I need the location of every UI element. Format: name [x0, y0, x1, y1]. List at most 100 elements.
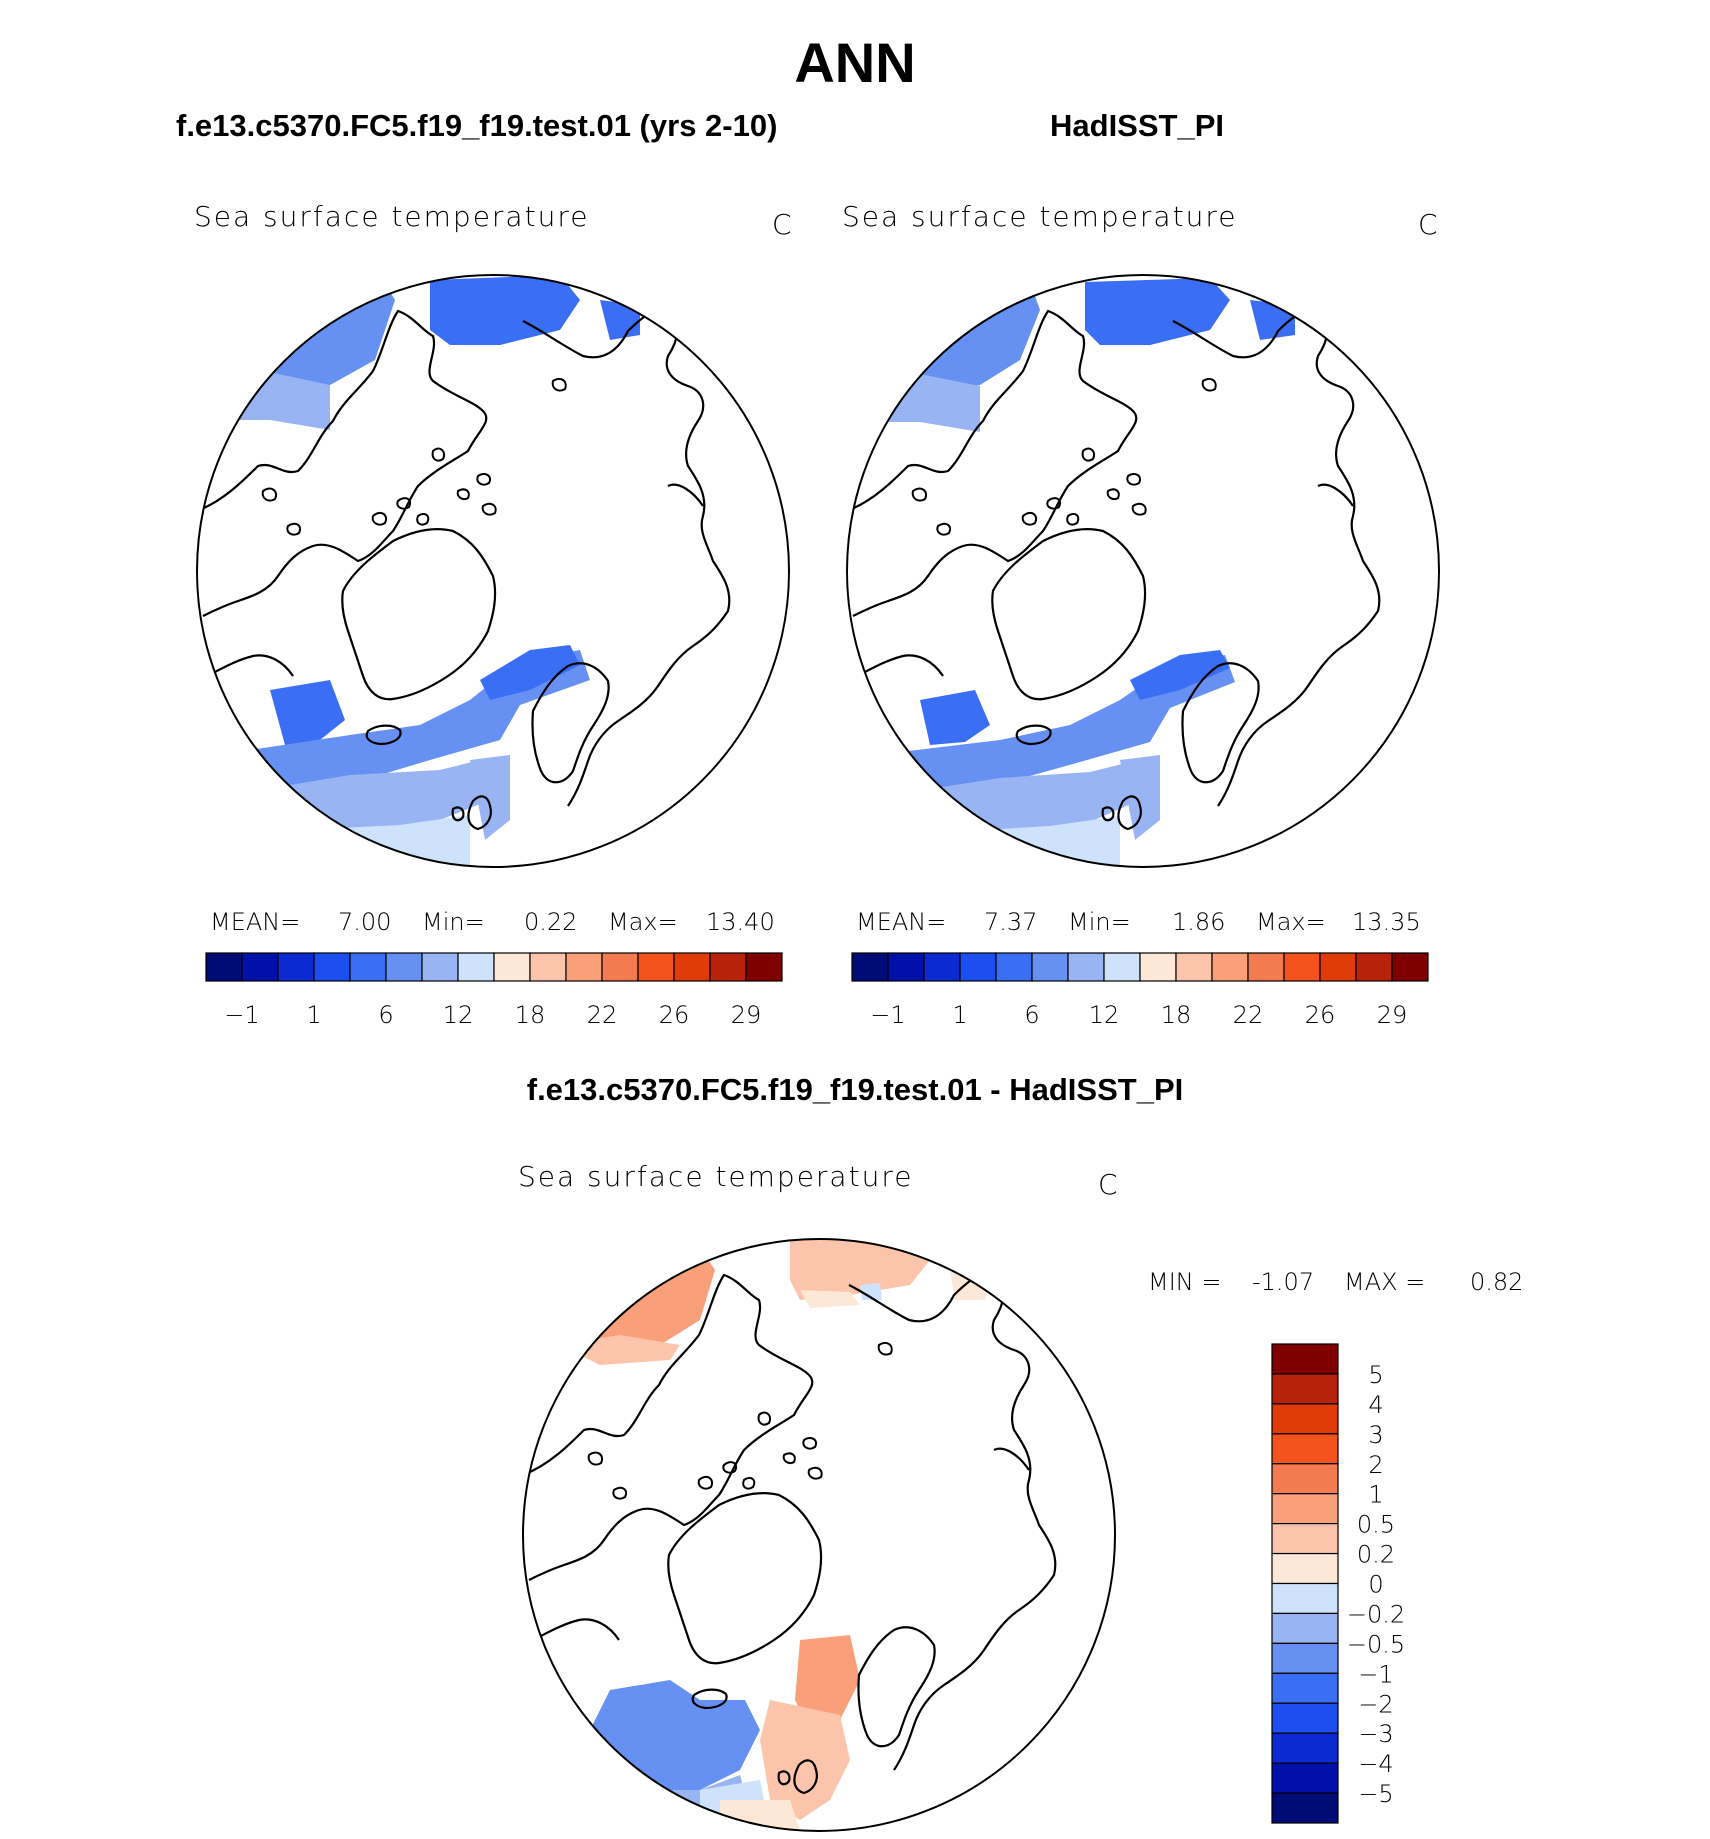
- panel2-mean-value: 7.37: [984, 908, 1038, 936]
- figure-title: ANN: [794, 31, 916, 94]
- difference-colorbar-swatch: [1271, 1373, 1339, 1405]
- difference-colorbar-tick-label: −3: [1358, 1720, 1393, 1748]
- difference-colorbar-swatch: [1271, 1582, 1339, 1615]
- panel2-unit-label: C: [1418, 208, 1438, 241]
- panel1-colorbar-swatch: [637, 952, 675, 982]
- difference-colorbar-swatch: [1271, 1523, 1339, 1555]
- panel1-colorbar-swatch: [349, 952, 387, 982]
- panel1-colorbar-swatch: [277, 952, 315, 982]
- panel2-colorbar-swatch: [851, 952, 889, 982]
- difference-colorbar-swatch: [1271, 1702, 1339, 1734]
- panel2-colorbar-tick-label: −1: [870, 1001, 905, 1029]
- panel1-case-title: f.e13.c5370.FC5.f19_f19.test.01 (yrs 2-1…: [176, 108, 778, 143]
- panel1-unit-label: C: [772, 208, 792, 241]
- difference-colorbar-swatch: [1271, 1762, 1339, 1794]
- panel2-colorbar-swatch: [1031, 952, 1069, 982]
- difference-colorbar-swatch: [1271, 1642, 1339, 1674]
- panel1-colorbar-tick-label: 18: [515, 1001, 546, 1029]
- difference-colorbar-tick-label: −0.5: [1347, 1630, 1405, 1658]
- panel2-colorbar-swatch: [1247, 952, 1285, 982]
- panel1-colorbar-tick-label: −1: [224, 1001, 259, 1029]
- panel1-colorbar-swatch: [565, 952, 603, 982]
- panel1-colorbar-swatch: [493, 952, 531, 982]
- difference-colorbar-swatch: [1271, 1433, 1339, 1465]
- panel2-colorbar-tick-label: 18: [1161, 1001, 1192, 1029]
- panel1-colorbar-swatch: [205, 952, 243, 982]
- difference-colorbar-tick-label: 0.5: [1357, 1511, 1395, 1539]
- panel1-colorbar-swatch: [421, 952, 459, 982]
- panel2-colorbar-tick-label: 29: [1377, 1001, 1408, 1029]
- difference-max-label: MAX =: [1344, 1268, 1426, 1296]
- panel2-colorbar-swatch: [1391, 952, 1429, 982]
- panel1-min-value: 0.22: [524, 908, 578, 936]
- panel1-min-label: Min=: [422, 908, 485, 936]
- difference-colorbar-tick-label: 2: [1368, 1451, 1383, 1479]
- panel2-case-title: HadISST_PI: [1050, 108, 1224, 143]
- panel1-colorbar-swatch: [601, 952, 639, 982]
- difference-min-value: -1.07: [1252, 1268, 1315, 1296]
- difference-colorbar-tick-label: −1: [1358, 1660, 1393, 1688]
- panel2-colorbar-swatch: [923, 952, 961, 982]
- panel2-max-value: 13.35: [1352, 908, 1421, 936]
- difference-colorbar-tick-label: 3: [1368, 1421, 1383, 1449]
- difference-colorbar-swatch: [1271, 1343, 1339, 1375]
- panel1-mean-value: 7.00: [338, 908, 392, 936]
- panel1-colorbar: −1 1 6 12 18 22 26 29: [205, 952, 783, 1029]
- panel2-map: [846, 274, 1440, 868]
- panel1-colorbar-swatch: [709, 952, 747, 982]
- panel2-colorbar-swatch: [1103, 952, 1141, 982]
- difference-colorbar-tick-label: −4: [1358, 1750, 1393, 1778]
- difference-colorbar-tick-label: −2: [1358, 1690, 1393, 1718]
- panel1-mean-label: MEAN=: [210, 908, 301, 936]
- difference-colorbar-tick-label: 5: [1368, 1361, 1383, 1389]
- difference-colorbar-swatch: [1271, 1792, 1339, 1824]
- difference-colorbar-swatch: [1271, 1552, 1339, 1585]
- panel2-colorbar-tick-label: 26: [1305, 1001, 1336, 1029]
- difference-colorbar-tick-label: 1: [1368, 1481, 1383, 1509]
- panel2-mean-label: MEAN=: [856, 908, 947, 936]
- panel2-colorbar: −1 1 6 12 18 22 26 29: [851, 952, 1429, 1029]
- panel2-max-label: Max=: [1256, 908, 1326, 936]
- panel1-colorbar-tick-label: 22: [587, 1001, 618, 1029]
- panel1-colorbar-swatch: [241, 952, 279, 982]
- panel1-colorbar-swatch: [673, 952, 711, 982]
- panel2-colorbar-tick-label: 12: [1089, 1001, 1120, 1029]
- difference-colorbar-swatch: [1271, 1403, 1339, 1435]
- difference-colorbar-swatch: [1271, 1672, 1339, 1704]
- panel2-colorbar-swatch: [1139, 952, 1177, 982]
- panel1-colorbar-tick-label: 29: [731, 1001, 762, 1029]
- panel2-colorbar-swatch: [887, 952, 925, 982]
- difference-colorbar-tick-label: −5: [1358, 1780, 1393, 1808]
- panel2-colorbar-swatch: [1355, 952, 1393, 982]
- difference-variable-label: Sea surface temperature: [518, 1160, 914, 1193]
- panel2-colorbar-swatch: [959, 952, 997, 982]
- panel2-colorbar-swatch: [1319, 952, 1357, 982]
- panel2-colorbar-swatch: [1211, 952, 1249, 982]
- panel2-colorbar-tick-label: 1: [952, 1001, 967, 1029]
- panel1-colorbar-swatch: [457, 952, 495, 982]
- panel2-colorbar-swatch: [1283, 952, 1321, 982]
- panel1-colorbar-swatch: [745, 952, 783, 982]
- panel1-colorbar-swatch: [529, 952, 567, 982]
- difference-title: f.e13.c5370.FC5.f19_f19.test.01 - HadISS…: [526, 1072, 1184, 1107]
- panel2-variable-label: Sea surface temperature: [842, 200, 1238, 233]
- panel1-variable-label: Sea surface temperature: [194, 200, 590, 233]
- panel2-colorbar-tick-label: 22: [1233, 1001, 1264, 1029]
- difference-colorbar-tick-label: 4: [1368, 1391, 1383, 1419]
- difference-colorbar-swatch: [1271, 1612, 1339, 1644]
- panel2-colorbar-swatch: [1175, 952, 1213, 982]
- difference-colorbar-swatch: [1271, 1732, 1339, 1764]
- difference-colorbar-swatch: [1271, 1463, 1339, 1495]
- panel1-map: [196, 274, 790, 868]
- panel2-min-label: Min=: [1068, 908, 1131, 936]
- panel2-colorbar-swatch: [1067, 952, 1105, 982]
- difference-min-label: MIN =: [1148, 1268, 1222, 1296]
- panel1-colorbar-tick-label: 26: [659, 1001, 690, 1029]
- panel2-colorbar-tick-label: 6: [1024, 1001, 1039, 1029]
- panel1-colorbar-tick-label: 6: [378, 1001, 393, 1029]
- difference-unit-label: C: [1098, 1168, 1118, 1201]
- panel2-min-value: 1.86: [1172, 908, 1226, 936]
- difference-colorbar-tick-label: 0.2: [1357, 1541, 1395, 1569]
